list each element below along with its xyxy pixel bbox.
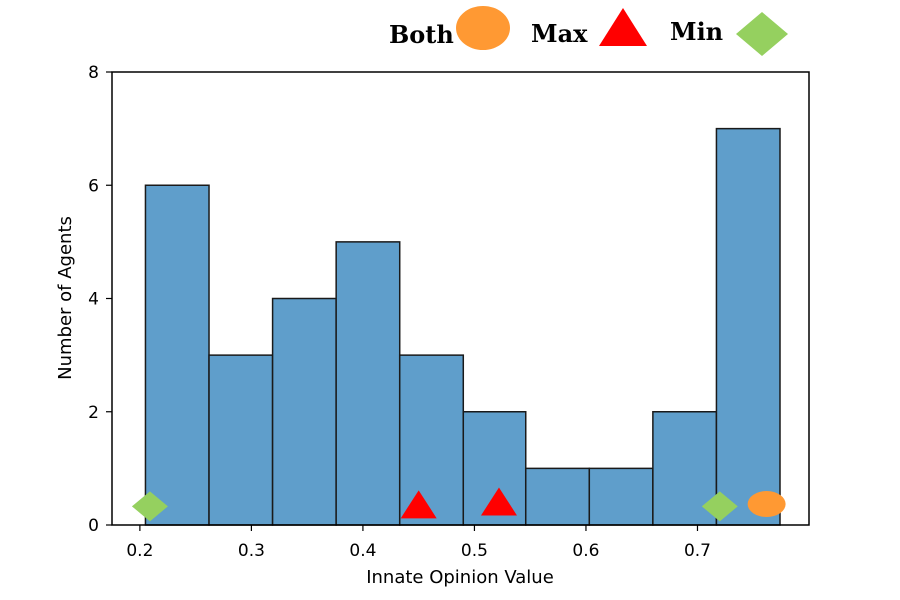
x-tick-label: 0.7 [684,541,711,561]
histogram-bar [398,354,465,526]
y-tick-label: 0 [88,516,99,536]
histogram-bar [524,467,591,526]
bars-layer [144,127,781,526]
y-axis-label: Number of Agents [55,216,76,380]
histogram-bar [208,354,274,526]
legend: Both Max Min [389,6,788,56]
legend-label-both: Both [389,20,454,49]
legend-marker-both [456,6,510,50]
y-axis: 0 2 4 6 8 [88,63,112,536]
x-axis-label: Innate Opinion Value [366,567,554,588]
markers-layer [131,487,786,522]
x-tick-label: 0.3 [238,541,265,561]
min-marker [131,491,168,522]
x-tick-label: 0.5 [461,541,488,561]
max-marker [480,487,517,516]
histogram-bar [715,127,781,526]
histogram-bar [335,241,401,526]
max-marker [400,490,437,519]
legend-label-max: Max [531,19,588,48]
x-axis: 0.2 0.3 0.4 0.5 0.6 0.7 [126,525,711,561]
histogram-bar [144,184,210,526]
legend-label-min: Min [670,17,723,46]
legend-marker-min [736,12,788,56]
y-tick-label: 2 [88,403,99,423]
legend-marker-max [599,8,647,46]
x-tick-label: 0.4 [349,541,376,561]
y-tick-label: 8 [88,63,99,83]
x-tick-label: 0.6 [572,541,599,561]
y-tick-label: 6 [88,176,99,196]
y-tick-label: 4 [88,290,99,310]
histogram-bar [271,297,337,526]
both-marker [747,491,786,518]
x-tick-label: 0.2 [126,541,153,561]
histogram-bar [588,467,654,526]
min-marker [701,491,738,522]
